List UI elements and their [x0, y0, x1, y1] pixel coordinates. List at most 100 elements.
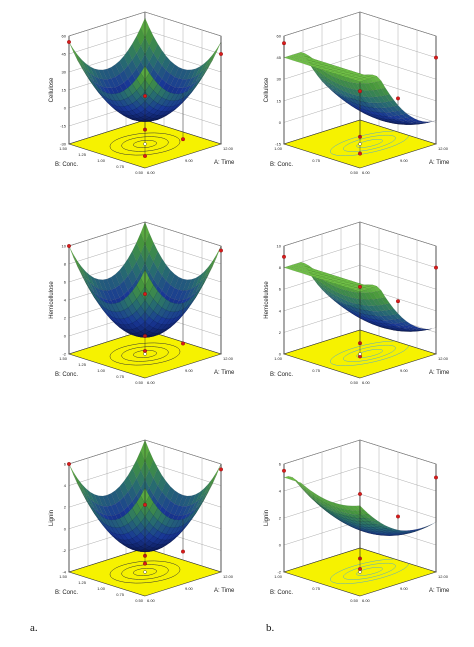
z-tick-label: 10: [62, 244, 67, 249]
surface-facet: [161, 515, 171, 527]
design-points: [67, 222, 223, 356]
surface-facet: [81, 59, 91, 74]
surface-facet: [208, 474, 217, 492]
surface-facet: [128, 117, 137, 121]
y-tick-label: 0.75: [312, 158, 321, 163]
surface-facet: [330, 501, 340, 509]
surface-facet: [342, 282, 352, 286]
contour-line: [121, 564, 169, 580]
z-tick-label: 0: [279, 352, 282, 357]
surface-facet: [161, 539, 171, 545]
z-axis-label: Hemicellulose: [264, 281, 270, 319]
surface-facet: [161, 323, 171, 330]
surface-facet: [292, 480, 301, 485]
y-tick-label: 0.75: [116, 164, 125, 169]
z-axis-label: Lignin: [49, 510, 55, 526]
x-tick-label: 6.00: [362, 380, 371, 385]
surface-facet: [195, 63, 205, 77]
z-tick-label: 4: [64, 483, 67, 488]
surface-facet: [102, 517, 112, 528]
surface-facet: [321, 74, 331, 84]
surface-facet: [304, 270, 314, 274]
y-tick-label: 0.50: [135, 170, 144, 175]
surface-facet: [389, 528, 399, 532]
surface-facet: [102, 90, 112, 101]
surface-facet: [397, 328, 407, 331]
surface-facet: [309, 489, 318, 498]
z-tick-label: 6: [64, 280, 67, 285]
surface-facet: [325, 274, 336, 278]
y-tick-label: 1.25: [78, 362, 87, 367]
surface-plot-4: 10 8 6 4 2 0 Hemicellulose 6.00 9.00 12.00 A: Time…: [264, 221, 450, 385]
surface-facet: [182, 514, 192, 526]
surface-facet: [106, 519, 116, 528]
x-axis-label: A: Time: [429, 370, 450, 376]
surface-facet: [330, 504, 339, 512]
surface-facet: [385, 327, 394, 331]
surface-facet: [385, 534, 394, 536]
surface-facet: [359, 526, 369, 530]
surface-facet: [423, 121, 432, 124]
x-tick-label: 9.00: [400, 158, 409, 163]
surface-facet: [355, 78, 365, 82]
design-point: [219, 52, 223, 56]
surface-facet: [402, 327, 411, 331]
surface-facet: [304, 62, 314, 66]
x-tick-labels: 6.00 9.00 12.00: [362, 146, 449, 175]
surface-facet: [292, 266, 302, 270]
x-tick-label: 9.00: [185, 158, 194, 163]
x-tick-label: 12.00: [438, 356, 449, 361]
design-point: [181, 341, 185, 346]
surface-facet: [380, 525, 390, 529]
z-tick-label: 0: [279, 543, 282, 548]
design-point: [358, 89, 362, 94]
panel-label-a: a.: [30, 622, 38, 634]
surface-facet: [300, 484, 310, 494]
x-tick-labels: 6.00 9.00 12.00: [362, 356, 449, 385]
surface-facet: [342, 294, 352, 303]
y-axis-label: B: Conc.: [55, 162, 78, 168]
surface-facet: [161, 90, 171, 100]
surface-facet: [363, 521, 373, 525]
design-point: [143, 154, 147, 158]
center-point: [143, 352, 147, 356]
center-point: [358, 142, 362, 146]
surface-facet: [402, 330, 411, 332]
x-tick-label: 6.00: [362, 170, 371, 175]
design-point: [67, 462, 71, 466]
center-point: [358, 352, 362, 356]
surface-facet: [368, 524, 378, 528]
surface-facet: [326, 289, 335, 298]
surface-facet: [212, 463, 222, 483]
y-axis-label: B: Conc.: [270, 372, 293, 378]
x-tick-label: 9.00: [185, 368, 194, 373]
surface-facet: [338, 511, 348, 517]
z-tick-label: 30: [62, 70, 67, 75]
contour-line: [109, 132, 181, 156]
design-point: [434, 265, 438, 270]
z-tick-label: -2: [277, 570, 281, 575]
design-point: [143, 349, 147, 353]
surface-facet: [204, 58, 213, 73]
z-tick-label: 60: [62, 34, 67, 39]
z-tick-label: 30: [277, 77, 282, 82]
surface-facet: [342, 74, 352, 78]
x-tick-label: 9.00: [185, 586, 194, 591]
surface-facet: [368, 318, 377, 323]
contour-line: [343, 562, 396, 580]
z-tick-label: 4: [279, 308, 282, 313]
design-points: [282, 468, 438, 574]
panel-label-b: b.: [266, 622, 275, 634]
surface-facet: [381, 532, 390, 535]
x-tick-label: 6.00: [147, 380, 156, 385]
z-tick-label: 6: [279, 462, 282, 467]
surface-facet: [81, 491, 91, 507]
surface-facet: [326, 509, 335, 516]
surface-facet: [359, 107, 369, 114]
surface-facet: [153, 103, 163, 111]
z-tick-labels: 60 45 30 15 0 -15 -30: [60, 34, 67, 147]
surface-facet: [363, 286, 374, 290]
surface-facet: [368, 74, 378, 78]
y-tick-label: 1.00: [97, 586, 106, 591]
